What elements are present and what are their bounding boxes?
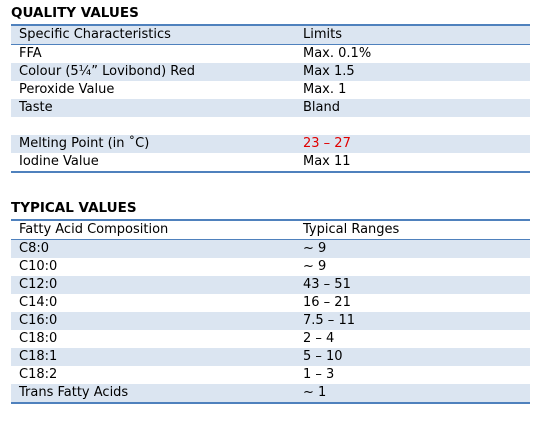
cell: 5 – 10: [295, 348, 530, 366]
cell: ~ 1: [295, 384, 530, 404]
cell: Peroxide Value: [19, 82, 115, 97]
row: C18:2 1 – 3: [11, 366, 530, 384]
row: C8:0 ~ 9: [11, 239, 530, 258]
cell: C8:0: [11, 239, 295, 258]
cell: Max 1.5: [295, 63, 530, 81]
row: Colour (5¼” Lovibond) Red Max 1.5: [11, 63, 530, 81]
cell: 7.5 – 11: [295, 312, 530, 330]
quality-table: Specific Characteristics Limits FFA Max. 0…: [11, 24, 530, 173]
cell: Bland: [295, 99, 530, 117]
row: C18:0 2 – 4: [11, 330, 530, 348]
row: C16:0 7.5 – 11: [11, 312, 530, 330]
cell: ~ 9: [303, 259, 327, 274]
cell: ~ 9: [295, 239, 530, 258]
cell: C10:0: [19, 259, 58, 274]
header-cell: Limits: [295, 24, 530, 45]
row: C10:0 ~ 9: [11, 258, 530, 276]
cell: Taste: [11, 99, 295, 117]
row: FFA Max. 0.1%: [11, 45, 530, 64]
cell: Colour (5¼” Lovibond) Red: [11, 63, 295, 81]
header-cell: Specific Characteristics: [11, 24, 295, 45]
section-title: TYPICAL VALUES: [11, 200, 137, 216]
header-row: Specific Characteristics Limits: [11, 24, 530, 45]
header-cell: Typical Ranges: [295, 219, 530, 240]
header-row: Fatty Acid Composition Typical Ranges: [11, 219, 530, 240]
cell: FFA: [19, 46, 42, 61]
cell: Trans Fatty Acids: [11, 384, 295, 404]
cell: 16 – 21: [303, 295, 351, 310]
section-title: QUALITY VALUES: [11, 5, 139, 21]
empty-row: [11, 117, 530, 135]
row: C12:0 43 – 51: [11, 276, 530, 294]
cell: C12:0: [11, 276, 295, 294]
cell: Max. 1: [303, 82, 347, 97]
cell: C18:2: [19, 367, 58, 382]
cell: 43 – 51: [295, 276, 530, 294]
cell: Melting Point (in ˚C): [11, 135, 295, 153]
cell: C18:1: [11, 348, 295, 366]
cell: C14:0: [19, 295, 58, 310]
row: Melting Point (in ˚C) 23 – 27: [11, 135, 530, 153]
row: Taste Bland: [11, 99, 530, 117]
cell: 2 – 4: [303, 331, 335, 346]
cell: C16:0: [11, 312, 295, 330]
row: Trans Fatty Acids ~ 1: [11, 384, 530, 404]
row: Peroxide Value Max. 1: [11, 81, 530, 99]
cell: Iodine Value: [11, 153, 295, 173]
row: C14:0 16 – 21: [11, 294, 530, 312]
row: C18:1 5 – 10: [11, 348, 530, 366]
header-cell: Fatty Acid Composition: [11, 219, 295, 240]
cell: C18:0: [19, 331, 58, 346]
cell: Max. 0.1%: [303, 46, 372, 61]
cell: 23 – 27: [295, 135, 530, 153]
row: Iodine Value Max 11: [11, 153, 530, 173]
cell: 1 – 3: [303, 367, 335, 382]
typical-table: Fatty Acid Composition Typical Ranges C8:…: [11, 219, 530, 404]
cell: Max 11: [295, 153, 530, 173]
